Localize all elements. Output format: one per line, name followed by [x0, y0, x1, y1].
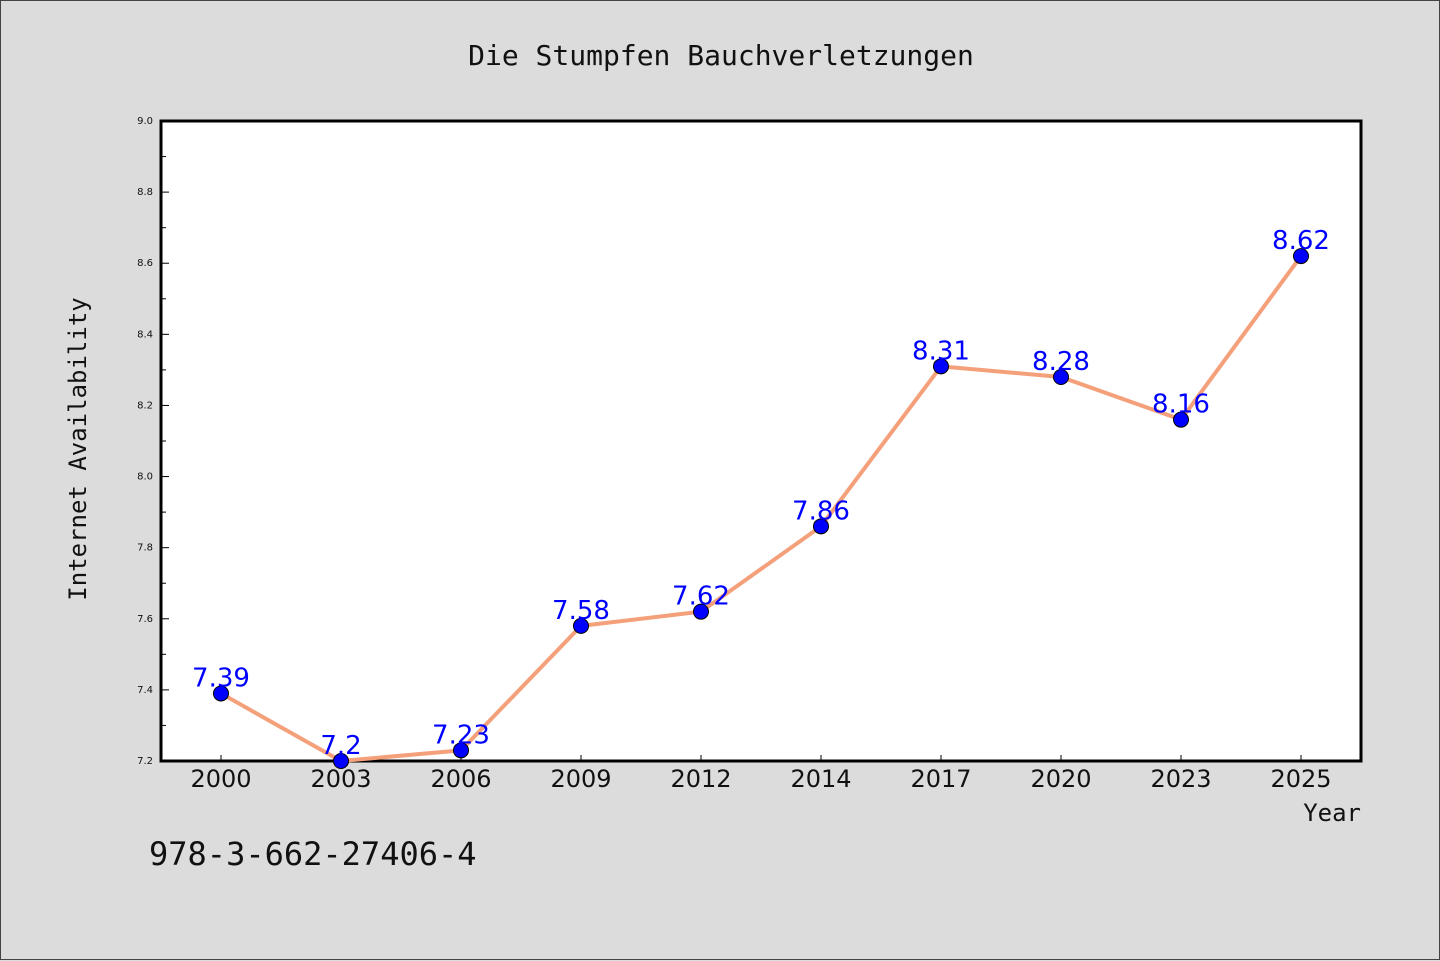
x-tick-label: 2003 — [310, 765, 371, 793]
data-label-2009: 7.58 — [552, 596, 610, 626]
data-point-2012 — [693, 603, 709, 620]
data-point-2017 — [933, 358, 949, 375]
y-axis-label: Internet Availability — [64, 297, 92, 600]
chart-title: Die Stumpfen Bauchverletzungen — [468, 39, 974, 72]
x-tick-label: 2012 — [670, 765, 731, 793]
data-point-2014 — [813, 518, 829, 535]
data-label-2023: 8.16 — [1152, 390, 1210, 420]
y-tick-label: 7.8 — [137, 543, 153, 554]
data-point-2020 — [1053, 369, 1069, 385]
data-point-2000 — [213, 685, 229, 702]
x-axis: 2000 2003 2006 2009 2012 2014 2017 2020 2023 2025 — [190, 755, 1332, 793]
y-axis: 7.2 7.4 7.6 7.8 8.0 8.2 8.4 8.6 8.8 9.0 — [137, 116, 169, 767]
data-point-2006 — [453, 742, 469, 759]
y-tick-label: 8.8 — [137, 187, 153, 198]
data-point-2023 — [1173, 411, 1189, 428]
series-internet-availability — [213, 248, 1309, 769]
data-label-2006: 7.23 — [432, 720, 490, 750]
y-tick-label: 8.2 — [137, 400, 153, 411]
series-line — [220, 254, 1303, 763]
data-label-2012: 7.62 — [672, 582, 730, 612]
data-label-2014: 7.86 — [792, 496, 850, 526]
y-tick-label: 7.4 — [137, 685, 153, 696]
x-tick-label: 2017 — [910, 765, 971, 793]
x-tick-label: 2006 — [430, 765, 491, 793]
data-label-2017: 8.31 — [912, 336, 970, 366]
y-tick-label: 8.0 — [137, 472, 153, 483]
data-label-2020: 8.28 — [1032, 347, 1090, 377]
x-tick-label: 2025 — [1270, 765, 1331, 793]
x-tick-label: 2009 — [550, 765, 611, 793]
data-label-2000: 7.39 — [192, 663, 250, 693]
data-point-2025 — [1293, 248, 1309, 265]
x-tick-label: 2020 — [1030, 765, 1091, 793]
y-tick-label: 8.4 — [137, 329, 153, 340]
plot-area — [159, 119, 1363, 763]
data-label-2003: 7.2 — [320, 731, 361, 761]
x-tick-label: 2000 — [190, 765, 251, 793]
data-label-2025: 8.62 — [1272, 226, 1330, 256]
y-tick-label: 7.6 — [137, 614, 153, 625]
y-tick-label: 7.2 — [137, 756, 153, 767]
data-labels: 7.39 7.2 7.23 7.58 7.62 7.86 8.31 8.28 8.16 8.62 — [192, 226, 1330, 761]
x-tick-label: 2014 — [790, 765, 851, 793]
data-point-2003 — [333, 753, 349, 769]
x-tick-label: 2023 — [1150, 765, 1211, 793]
isbn-annotation: 978-3-662-27406-4 — [149, 835, 477, 873]
y-tick-label: 8.6 — [137, 258, 153, 269]
data-point-2009 — [573, 617, 589, 634]
x-axis-label: Year — [1303, 799, 1361, 827]
y-tick-label: 9.0 — [137, 116, 153, 127]
